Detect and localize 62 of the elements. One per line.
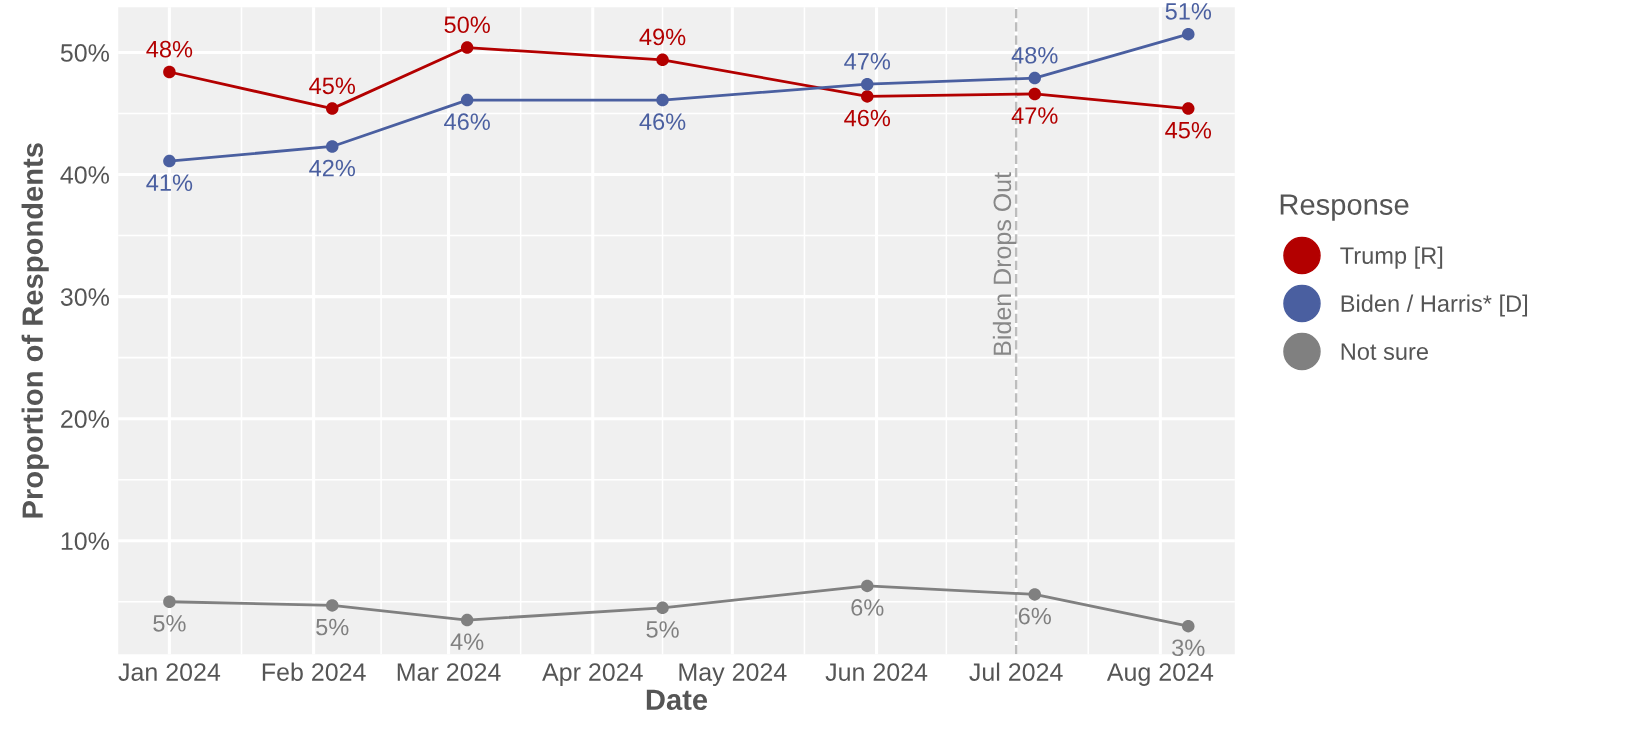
x-axis-title: Date <box>646 689 708 711</box>
data-label: 6% <box>851 599 884 616</box>
point <box>1182 102 1195 115</box>
y-tick-label: 20% <box>61 410 109 428</box>
point <box>656 53 669 67</box>
x-tick-label: Aug 2024 <box>1106 663 1214 686</box>
data-label: 50% <box>444 16 490 34</box>
data-label: 6% <box>1018 607 1051 625</box>
legend-label: Biden / Harris* [D] <box>1341 294 1528 317</box>
legend-label: Trump [R] <box>1340 246 1443 269</box>
data-label: 46% <box>444 113 490 131</box>
data-label: 4% <box>450 633 484 650</box>
y-tick-label: 40% <box>60 166 109 184</box>
point <box>325 599 339 612</box>
data-label: 51% <box>1165 3 1212 20</box>
data-label: 5% <box>646 621 679 638</box>
point <box>325 140 339 153</box>
point <box>656 601 669 615</box>
point <box>1028 87 1041 101</box>
data-label: 46% <box>639 113 686 131</box>
data-label: 48% <box>146 40 193 58</box>
point <box>861 90 874 103</box>
point <box>163 595 176 609</box>
point <box>861 579 874 593</box>
data-label: 48% <box>1011 46 1058 64</box>
data-label: 47% <box>844 53 891 70</box>
legend-title: Response <box>1280 194 1409 221</box>
x-tick-label: Jan 2024 <box>118 663 221 681</box>
point <box>1182 619 1195 633</box>
y-tick-label: 50% <box>60 44 109 62</box>
x-tick-label: May 2024 <box>679 663 787 686</box>
x-tick-label: Feb 2024 <box>262 662 366 681</box>
x-tick-label: Apr 2024 <box>542 663 643 686</box>
data-label: 46% <box>844 109 891 127</box>
x-tick-label: Jul 2024 <box>969 662 1063 681</box>
ref-line-label: Biden Drops Out <box>992 172 1017 355</box>
point <box>460 93 474 107</box>
y-tick-label: 30% <box>60 288 109 306</box>
data-label: 3% <box>1172 639 1205 657</box>
point <box>1028 71 1041 85</box>
x-tick-label: Jun 2024 <box>825 663 928 681</box>
data-label: 49% <box>639 28 686 46</box>
data-label: 42% <box>309 159 356 177</box>
point <box>460 41 474 54</box>
point <box>325 102 339 115</box>
y-axis-title: Proportion of Respondents <box>21 143 49 518</box>
legend-label: Not sure <box>1341 343 1428 360</box>
point <box>861 77 874 91</box>
data-label: 45% <box>1165 121 1212 139</box>
point <box>163 65 176 79</box>
data-label: 47% <box>1011 107 1058 124</box>
point <box>1028 588 1041 601</box>
point <box>163 154 176 168</box>
y-tick-label: 10% <box>61 532 109 551</box>
x-tick-label: Mar 2024 <box>397 663 501 681</box>
point <box>656 93 669 107</box>
point <box>1182 27 1195 41</box>
data-label: 5% <box>153 615 186 632</box>
data-label: 45% <box>309 77 356 95</box>
point <box>460 613 474 627</box>
data-label: 41% <box>146 174 193 191</box>
data-label: 5% <box>316 618 349 636</box>
